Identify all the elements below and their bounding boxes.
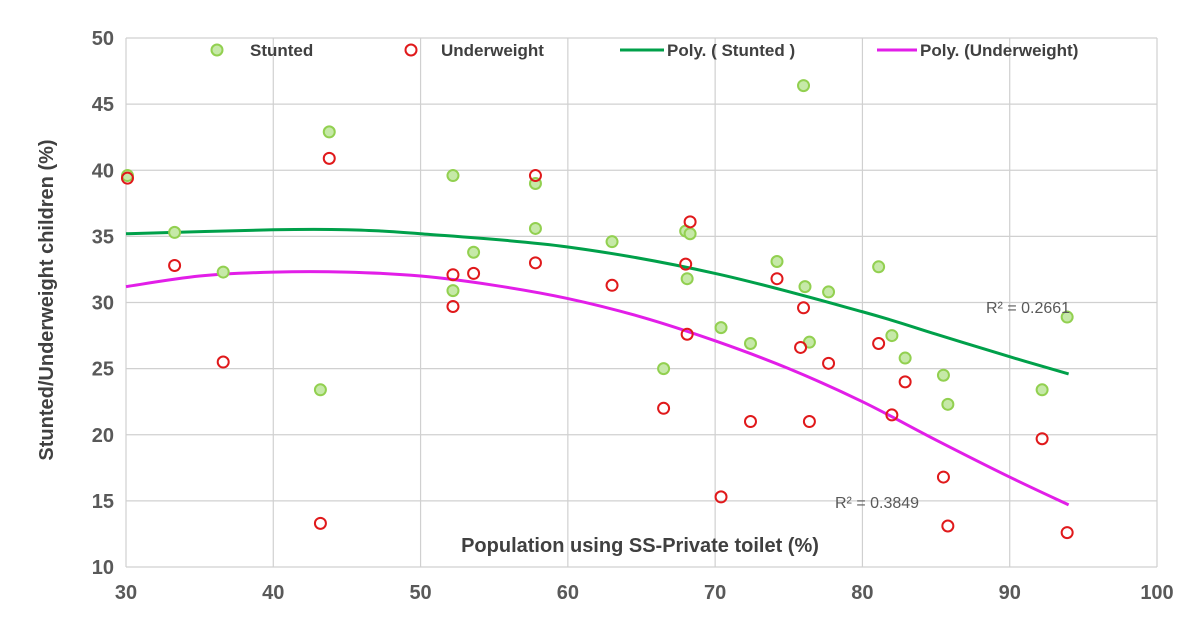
underweight-point: [322, 151, 336, 165]
underweight-point: [794, 340, 808, 354]
underweight-point: [679, 257, 693, 271]
stunted-point: [313, 383, 327, 397]
y-tick-label: 45: [92, 94, 114, 116]
underweight-point: [313, 516, 327, 530]
underweight-point: [446, 268, 460, 282]
y-tick-label: 50: [92, 28, 114, 50]
y-tick-label: 20: [92, 425, 114, 447]
underweight-point: [898, 375, 912, 389]
x-tick-label: 70: [704, 582, 726, 604]
legend-label-poly-stunted: Poly. ( Stunted ): [667, 41, 795, 60]
x-tick-label: 90: [999, 582, 1021, 604]
stunted-point: [322, 125, 336, 139]
stunted-point: [770, 255, 784, 269]
stunted-point: [216, 265, 230, 279]
underweight-point: [680, 327, 694, 341]
stunted-point: [822, 285, 836, 299]
underweight-point: [1035, 432, 1049, 446]
y-tick-label: 40: [92, 160, 114, 182]
stunted-point: [528, 221, 542, 235]
underweight-point: [714, 490, 728, 504]
x-tick-label: 50: [409, 582, 431, 604]
underweight-point: [885, 408, 899, 422]
stunted-point: [683, 227, 697, 241]
legend-marker-underweight: [404, 43, 418, 57]
underweight-point: [683, 215, 697, 229]
stunted-point: [898, 351, 912, 365]
stunted-point: [657, 362, 671, 376]
x-tick-label: 30: [115, 582, 137, 604]
legend-marker-stunted: [210, 43, 224, 57]
underweight-point: [657, 401, 671, 415]
legend-label-stunted: Stunted: [250, 41, 313, 60]
trendlines: [125, 227, 1070, 507]
y-tick-label: 10: [92, 557, 114, 579]
underweight-point: [797, 301, 811, 315]
stunted-point: [1060, 310, 1074, 324]
y-tick-label: 35: [92, 226, 114, 248]
x-tick-label: 100: [1140, 582, 1173, 604]
r2-label-stunted: R² = 0.2661: [986, 300, 1070, 317]
stunted-point: [467, 245, 481, 259]
trendline-underweight: [125, 270, 1070, 507]
stunted-point: [168, 225, 182, 239]
legend-label-underweight: Underweight: [441, 41, 544, 60]
underweight-point: [822, 356, 836, 370]
y-tick-label: 15: [92, 491, 114, 513]
underweight-point: [216, 355, 230, 369]
stunted-point: [798, 280, 812, 294]
stunted-point: [605, 235, 619, 249]
underweight-point: [528, 169, 542, 183]
underweight-point: [528, 256, 542, 270]
stunted-point: [941, 397, 955, 411]
tick-labels: 30 40 50 60 70 80 90 100 10 15 20 25 30 35 40 45 50: [92, 28, 1174, 604]
underweight-point: [1060, 526, 1074, 540]
stunted-point: [446, 284, 460, 298]
stunted-point: [743, 336, 757, 350]
x-axis-title: Population using SS-Private toilet (%): [461, 535, 819, 557]
underweight-point: [120, 171, 134, 185]
y-axis-title: Stunted/Underweight children (%): [36, 139, 58, 460]
data-points: [120, 79, 1074, 540]
legend-label-poly-underweight: Poly. (Underweight): [920, 41, 1078, 60]
underweight-point: [770, 272, 784, 286]
r2-label-underweight: R² = 0.3849: [835, 495, 919, 512]
underweight-point: [467, 266, 481, 280]
underweight-point: [446, 299, 460, 313]
stunted-point: [797, 79, 811, 93]
underweight-point: [802, 415, 816, 429]
stunted-point: [885, 329, 899, 343]
underweight-point: [168, 258, 182, 272]
legend: Stunted Underweight Poly. ( Stunted ) Po…: [210, 41, 1078, 60]
underweight-point: [743, 415, 757, 429]
y-tick-label: 30: [92, 293, 114, 315]
underweight-point: [936, 470, 950, 484]
underweight-point: [605, 278, 619, 292]
trendline-stunted: [125, 227, 1070, 376]
gridlines: [125, 37, 1158, 568]
stunted-point: [446, 169, 460, 183]
x-tick-label: 60: [557, 582, 579, 604]
x-tick-label: 40: [262, 582, 284, 604]
underweight-point: [941, 519, 955, 533]
stunted-point: [680, 272, 694, 286]
stunted-point: [1035, 383, 1049, 397]
x-tick-label: 80: [851, 582, 873, 604]
stunted-point: [872, 260, 886, 274]
stunted-point: [714, 321, 728, 335]
underweight-point: [872, 336, 886, 350]
stunted-point: [936, 368, 950, 382]
y-tick-label: 25: [92, 359, 114, 381]
